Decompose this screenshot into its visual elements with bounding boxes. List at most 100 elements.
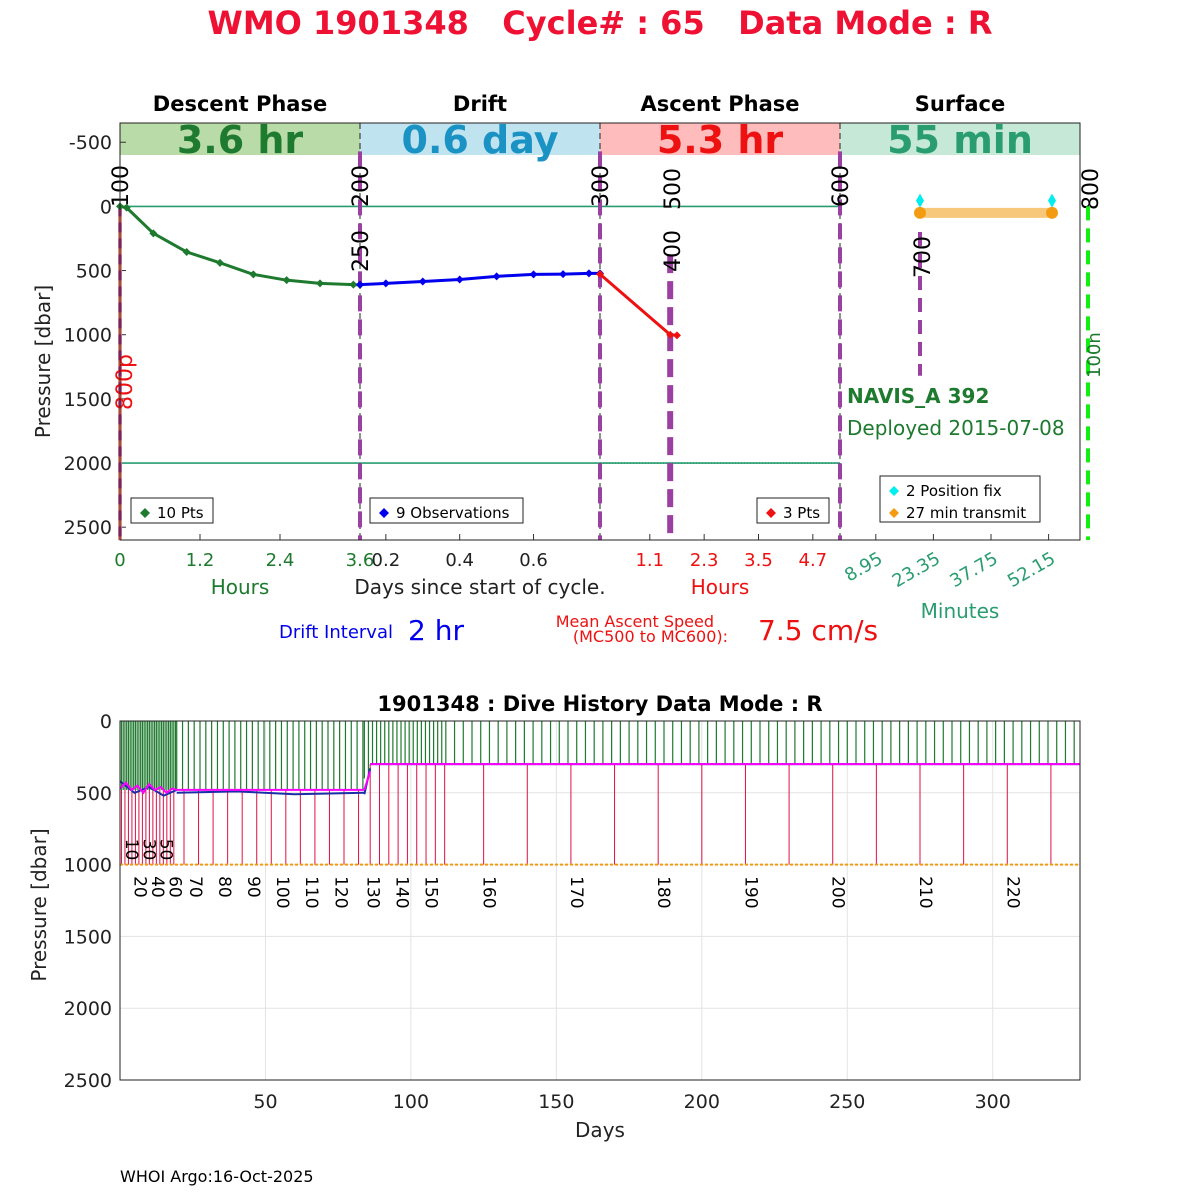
cycle-label: 170 xyxy=(566,876,586,908)
x-axis-label: Days since start of cycle. xyxy=(354,575,605,599)
dive-history-title: 1901348 : Dive History Data Mode : R xyxy=(377,692,822,716)
mission-marker-label: 300 xyxy=(589,165,614,207)
x-tick-label: 52.15 xyxy=(1004,548,1059,592)
drift-interval-value: 2 hr xyxy=(408,614,464,647)
ascent-speed-label: Mean Ascent Speed xyxy=(556,612,714,631)
footer-credit: WHOI Argo:16-Oct-2025 xyxy=(120,1167,314,1186)
x-tick-label: 50 xyxy=(253,1091,277,1113)
cycle-label: 200 xyxy=(828,876,848,908)
y-tick-label: 1000 xyxy=(64,855,112,877)
deploy-date: Deployed 2015-07-08 xyxy=(847,416,1065,440)
profile-point xyxy=(666,330,675,339)
x-tick-label: 300 xyxy=(975,1091,1011,1113)
x-tick-label: 2.3 xyxy=(690,550,719,571)
profile-point xyxy=(249,270,258,279)
profile-point xyxy=(349,280,358,289)
phase-band xyxy=(840,123,1080,155)
cycle-label: 50 xyxy=(156,839,176,861)
phase-duration: 5.3 hr xyxy=(657,118,784,162)
legend-label: 10 Pts xyxy=(157,504,204,522)
x-tick-label: 8.95 xyxy=(841,548,886,586)
cycle-label: 190 xyxy=(740,876,760,908)
drift-interval-label: Drift Interval xyxy=(279,622,393,643)
cycle-label: 110 xyxy=(301,876,321,908)
phase-band xyxy=(360,123,600,155)
y-tick-label: 1500 xyxy=(64,926,112,948)
cycle-label: 150 xyxy=(420,876,440,908)
x-tick-label: 150 xyxy=(538,1091,574,1113)
phase-title: Drift xyxy=(453,92,507,116)
phase-title: Descent Phase xyxy=(153,92,327,116)
plot-frame xyxy=(119,720,1081,1081)
phase-duration: 55 min xyxy=(887,118,1033,162)
cycle-label: 120 xyxy=(330,876,350,908)
profile-point xyxy=(672,331,681,340)
y-tick-label: 500 xyxy=(76,261,112,283)
cycle-label: 90 xyxy=(243,876,263,898)
x-tick-label: 0.4 xyxy=(445,550,474,571)
legend-marker xyxy=(889,486,899,496)
cycle-label: 220 xyxy=(1002,876,1022,908)
x-tick-label: 0 xyxy=(114,550,125,571)
legend-marker xyxy=(140,508,150,518)
mission-marker-label: 500 xyxy=(661,168,686,210)
mission-marker-label: 600 xyxy=(829,165,854,207)
x-tick-label: 1.2 xyxy=(186,550,215,571)
transmit-endpoint xyxy=(914,206,926,219)
legend-label: 27 min transmit xyxy=(906,504,1026,522)
position-fix-point xyxy=(916,193,924,208)
cycle-label: 30 xyxy=(138,839,158,861)
y-axis-label: Pressure [dbar] xyxy=(27,828,51,981)
dive-history-chart: 1901348 : Dive History Data Mode : R 50 10… xyxy=(27,692,1081,1142)
profile-line xyxy=(119,204,361,287)
position-fix-point xyxy=(1048,193,1056,208)
y-tick-label: 2000 xyxy=(64,453,112,475)
history-traces xyxy=(120,721,1075,865)
y-tick-label: -500 xyxy=(69,132,112,154)
legend-label: 3 Pts xyxy=(783,504,820,522)
x-tick-label: 3.6 xyxy=(346,550,375,571)
profile-point xyxy=(596,270,604,279)
x-tick-label: 250 xyxy=(829,1091,865,1113)
y-tick-label: 2500 xyxy=(64,1070,112,1092)
phase-title: Ascent Phase xyxy=(641,92,800,116)
mission-marker-label: 800p xyxy=(113,354,138,410)
mission-marker-label: 250 xyxy=(349,230,374,272)
mission-marker-label: 200 xyxy=(349,165,374,207)
x-tick-label: 2.4 xyxy=(266,550,295,571)
x-tick-label: 0.2 xyxy=(372,550,401,571)
ascent-speed-label: (MC500 to MC600): xyxy=(573,627,728,646)
y-tick-label: 1500 xyxy=(64,389,112,411)
profile-point xyxy=(455,275,464,284)
legend-marker xyxy=(766,508,776,518)
cycle-label: 70 xyxy=(185,876,205,898)
profile-point xyxy=(584,269,593,278)
legend-box xyxy=(879,475,1041,523)
x-tick-label: 1.1 xyxy=(635,550,664,571)
legend-box xyxy=(369,497,524,524)
legend-label: 9 Observations xyxy=(396,504,510,522)
mission-marker-label: 400 xyxy=(661,230,686,272)
cycle-label: 210 xyxy=(915,876,935,908)
phase-duration: 3.6 hr xyxy=(177,118,304,162)
x-tick-label: 37.75 xyxy=(946,548,1001,592)
profile-point xyxy=(149,229,158,238)
phase-duration: 0.6 day xyxy=(402,118,559,162)
y-tick-label: 2000 xyxy=(64,998,112,1020)
cycle-label: 130 xyxy=(362,876,382,908)
y-tick-label: 0 xyxy=(100,196,112,218)
profile-point xyxy=(216,258,224,267)
phase-axis-label: Hours xyxy=(691,575,750,599)
profile-point xyxy=(492,272,501,281)
cycle-label: 160 xyxy=(479,876,499,908)
cycle-label: 10 xyxy=(121,839,141,861)
profile-point xyxy=(316,279,324,288)
mission-marker-label: 100n xyxy=(1084,332,1105,378)
y-axis-label: Pressure [dbar] xyxy=(31,285,55,438)
phase-title: Surface xyxy=(915,92,1005,116)
x-tick-label: 200 xyxy=(684,1091,720,1113)
y-tick-label: 1000 xyxy=(64,325,112,347)
float-model: NAVIS_A 392 xyxy=(847,384,989,408)
y-tick-label: 500 xyxy=(76,783,112,805)
